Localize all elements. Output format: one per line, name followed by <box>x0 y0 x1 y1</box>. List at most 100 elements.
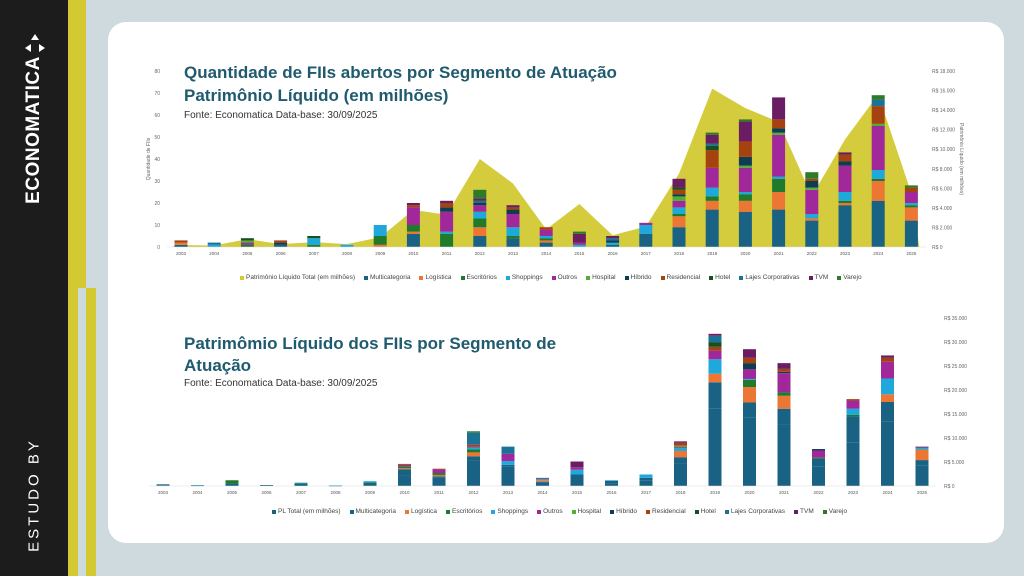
x-tick-label: 2017 <box>641 490 652 495</box>
bar-segment-multicategoria <box>539 242 553 247</box>
legend-swatch <box>808 275 813 280</box>
bar-segment-lajes-corporativas <box>708 335 722 343</box>
y-tick-label: 10 <box>154 223 160 229</box>
bar-segment-multicategoria <box>738 211 752 247</box>
bar-segment-shoppings <box>294 482 308 484</box>
x-tick-label: 2010 <box>408 251 419 256</box>
bar-segment-outros <box>539 229 553 236</box>
legend-swatch <box>537 509 542 514</box>
legend-item-pl-total-em-milhoes: PL Total (em milhões) <box>272 508 341 515</box>
y-tick-label: 50 <box>154 135 160 141</box>
bar-segment-residencial <box>777 368 791 372</box>
y-tick-label: R$ 25.000 <box>944 364 967 370</box>
x-tick-label: 2003 <box>158 490 169 495</box>
legend-item-hospital: Hospital <box>586 274 616 281</box>
x-tick-label: 2019 <box>707 251 718 256</box>
legend-swatch <box>446 509 450 514</box>
legend-swatch <box>364 275 368 280</box>
bar-segment-multicategoria <box>777 408 791 425</box>
bar-segment-multicategoria <box>398 469 411 476</box>
bar-segment-residencial <box>539 227 553 230</box>
bar-segment-shoppings <box>440 231 454 234</box>
bar-segment-escritorios <box>307 244 321 247</box>
bar-segment-outros <box>738 167 752 192</box>
bar-segment-lajes-corporativas <box>871 99 885 107</box>
legend-label: Híbrido <box>630 274 652 281</box>
bar-segment-escritorios <box>294 483 308 484</box>
bar-segment-logistica <box>432 474 446 477</box>
x-tick-label: 2005 <box>227 490 238 495</box>
bar-segment-shoppings <box>506 227 520 236</box>
legend-swatch <box>404 509 409 514</box>
legend-label: Lajes Corporativas <box>745 274 800 281</box>
bar-segment-hibrido <box>738 156 752 166</box>
bar-segment-shoppings <box>871 170 885 179</box>
chart2-legend: PL Total (em milhões) Multicategoria Logís… <box>272 508 847 515</box>
bar-segment-residencial <box>674 442 687 446</box>
legend-item-residencial: Residencial <box>646 508 686 515</box>
x-tick-label: 2020 <box>744 490 755 495</box>
legend-item-multicategoria: Multicategoria <box>349 508 396 515</box>
bar-segment-outros <box>639 222 653 225</box>
bar-segment-residencial <box>398 463 411 465</box>
bar-segment-lajes-corporativas <box>207 242 221 245</box>
bar-segment-logistica <box>904 207 918 221</box>
bar-segment-tvm <box>738 121 752 142</box>
bar-segment-outros <box>705 167 719 188</box>
bar-segment-escritorios <box>225 480 239 484</box>
bar-segment-varejo <box>904 185 918 188</box>
bar-segment-outros <box>570 467 584 470</box>
bar-segment-residencial <box>904 187 918 192</box>
legend-item-hospital: Hospital <box>571 508 601 515</box>
legend-label: Logística <box>410 508 437 515</box>
legend-label: Lajes Corporativas <box>730 508 786 515</box>
bar-segment-multicategoria <box>432 476 446 478</box>
legend-item-escritorios: Escritórios <box>446 508 482 515</box>
x-tick-label: 2004 <box>209 251 220 256</box>
x-tick-label: 2006 <box>261 490 272 495</box>
bar-segment-pl-total-em-milhoes <box>605 483 618 486</box>
bar-segment-shoppings <box>838 192 852 201</box>
bar-segment-multicategoria <box>506 238 520 247</box>
legend-item-hotel: Hotel <box>709 274 730 281</box>
bar-segment-outros <box>572 242 586 245</box>
bar-segment-hibrido <box>440 207 454 212</box>
y-axis-label: Quantidade de FIIs <box>146 137 152 180</box>
bar-segment-residencial <box>846 399 860 401</box>
bar-segment-pl-total-em-milhoes <box>915 465 929 486</box>
bar-segment-multicategoria <box>743 402 756 418</box>
bar-segment-escritorios <box>539 238 553 241</box>
legend-swatch <box>460 275 465 280</box>
bar-segment-escritorios <box>812 457 825 459</box>
bar-segment-multicategoria <box>708 382 722 409</box>
x-tick-label: 2016 <box>608 251 619 256</box>
y2-tick-label: R$ 14.000 <box>932 108 955 114</box>
bar-segment-shoppings <box>191 485 204 486</box>
legend-swatch <box>822 509 827 514</box>
legend-label: Hotel <box>715 274 731 281</box>
bar-segment-multicategoria <box>846 416 860 443</box>
bar-segment-multicategoria <box>639 477 653 481</box>
bar-segment-escritorios <box>846 414 860 417</box>
bar-segment-escritorios <box>738 194 752 201</box>
bar-segment-outros <box>672 200 686 208</box>
y-tick-label: R$ 30.000 <box>944 340 967 346</box>
bar-segment-tvm <box>672 178 686 188</box>
legend-swatch <box>272 509 276 514</box>
bar-segment-outros <box>240 242 254 245</box>
y-tick-label: 80 <box>154 69 160 75</box>
bar-segment-outros <box>501 453 515 462</box>
bar-segment-escritorios <box>398 466 411 469</box>
bar-segment-hotel <box>708 342 722 347</box>
bar-segment-residencial <box>881 357 894 362</box>
legend-label: Residencial <box>652 508 686 515</box>
legend-item-lajes-corporativas: Lajes Corporativas <box>724 508 786 515</box>
y2-tick-label: R$ 0 <box>932 245 943 251</box>
bar-segment-shoppings <box>639 225 653 234</box>
bar-segment-tvm <box>440 200 454 203</box>
chart2-svg: R$ 0 R$ 5.000 R$ 10.000 R$ 15.000 R$ 20.000 R… <box>149 316 967 495</box>
bar-segment-hibrido <box>274 242 288 245</box>
bar-segment-lajes-corporativas <box>473 200 487 203</box>
bar-segment-shoppings <box>570 469 584 475</box>
legend-label: TVM <box>814 274 829 281</box>
